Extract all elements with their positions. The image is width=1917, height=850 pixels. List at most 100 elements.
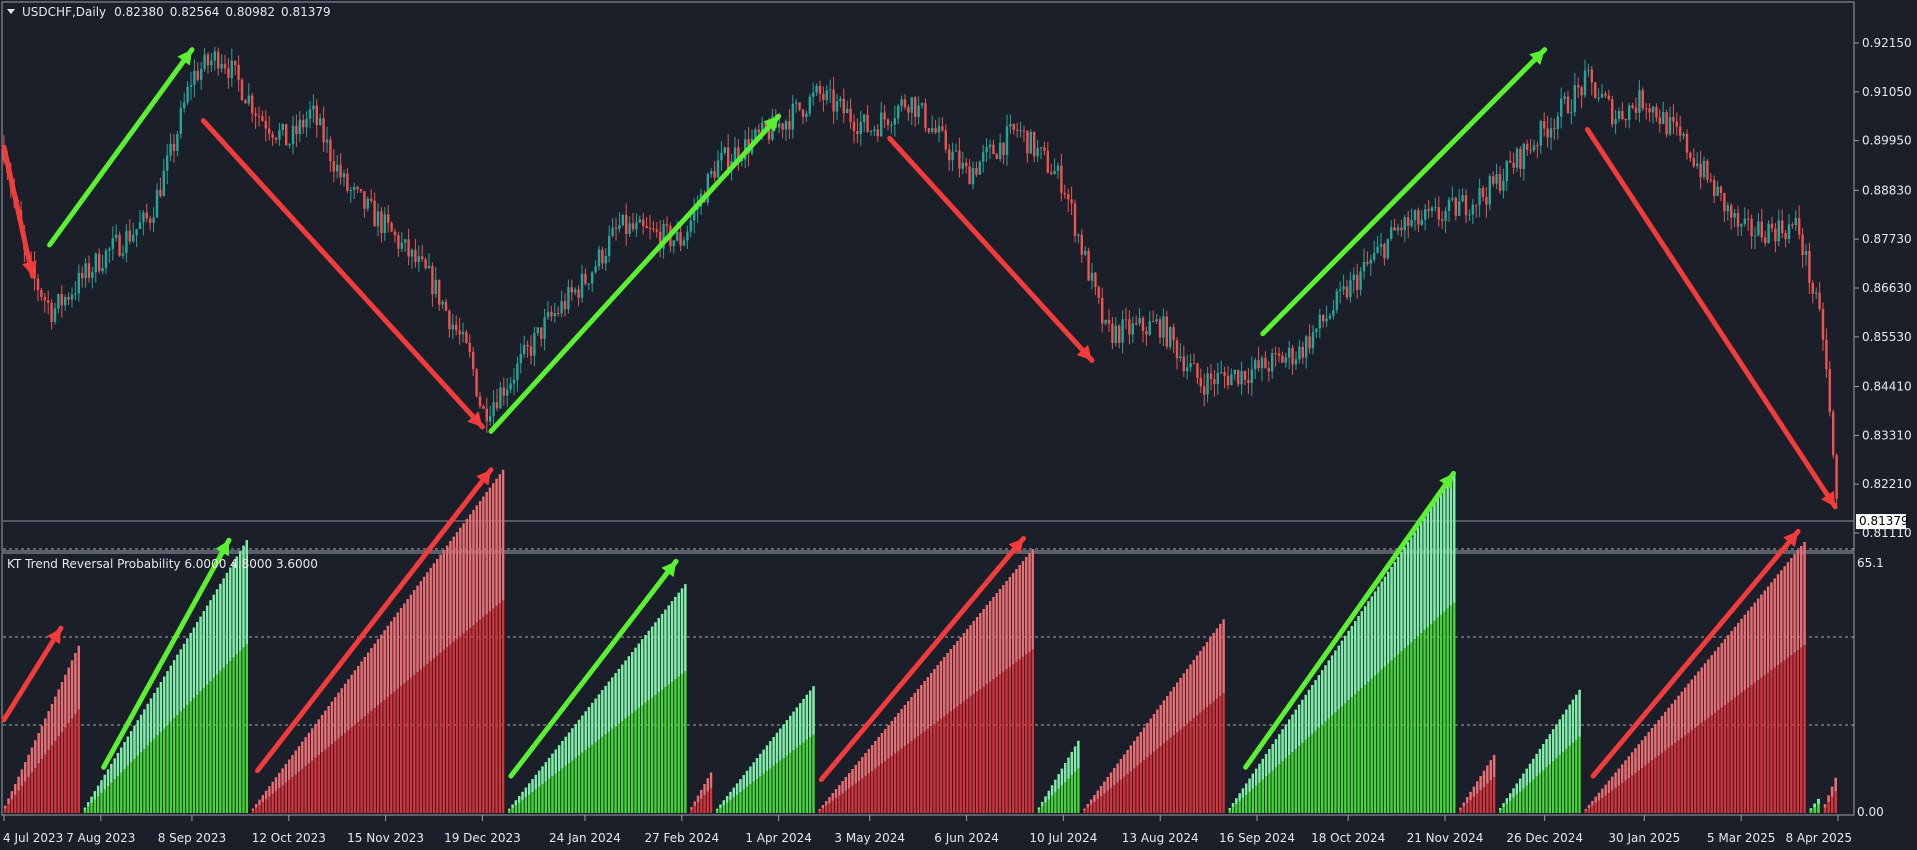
hist-bar-green	[812, 686, 815, 813]
candle-body	[1308, 336, 1311, 349]
candle-body	[1067, 194, 1070, 200]
hist-bar-green-top	[1077, 740, 1080, 769]
hist-bar-red-top	[966, 629, 969, 699]
candle-body	[995, 154, 998, 159]
hist-bar-red-top	[1776, 574, 1780, 666]
candle-body	[825, 90, 828, 100]
hist-bar-red	[1750, 606, 1753, 813]
candle-body	[1359, 271, 1362, 290]
candle-body	[914, 97, 917, 117]
candle-body	[213, 51, 216, 61]
indicator-panel[interactable]: KT Trend Reversal Probability 6.0000 4.8…	[1, 467, 1855, 816]
hist-bar-green-top	[729, 791, 732, 800]
candle-body	[108, 248, 111, 251]
hist-bar-green	[627, 656, 631, 813]
candle-body	[1060, 165, 1063, 193]
hist-bar-green	[621, 664, 624, 813]
candle-body	[1424, 209, 1427, 220]
hist-bar-red-top	[261, 795, 265, 802]
hist-bar-red	[1763, 590, 1766, 813]
hist-bar-green-top	[172, 660, 176, 719]
hist-bar-red	[825, 801, 828, 813]
hist-bar-red	[1215, 628, 1219, 813]
hist-bar-red-top	[399, 607, 403, 686]
hist-bar-green	[749, 766, 752, 813]
hist-bar-red-top	[1166, 695, 1169, 741]
hist-bar-red	[1627, 756, 1631, 813]
hist-bar-green	[1565, 709, 1568, 813]
hist-bar-red	[975, 617, 979, 813]
hist-bar-red-top	[1465, 797, 1469, 804]
hist-bar-green	[159, 682, 163, 813]
candle-body	[159, 189, 162, 197]
hist-bar-red	[1690, 679, 1694, 813]
candle-body	[849, 108, 852, 122]
hist-bar-red-top	[1028, 553, 1031, 652]
candle-body	[111, 238, 114, 249]
hist-bar-green-top	[749, 766, 752, 785]
hist-bar-green	[1367, 601, 1370, 813]
hist-bar-green	[1330, 655, 1334, 813]
candle-body	[631, 223, 635, 230]
indicator-arrow	[508, 558, 679, 779]
trend-arrow-down	[887, 135, 1095, 363]
hist-bar-red	[1106, 776, 1109, 813]
candle-body	[873, 129, 876, 131]
hist-bar-red	[1793, 554, 1796, 813]
candle-body	[971, 167, 975, 185]
hist-bar-green-top	[660, 613, 664, 690]
collapse-triangle-icon[interactable]	[7, 9, 15, 14]
hist-bar-red-top	[1459, 807, 1462, 810]
hist-bar-red-top	[314, 723, 317, 758]
candle-body	[1158, 319, 1162, 338]
candle-body	[1509, 160, 1512, 163]
price-tick-label: 0.86630	[1862, 281, 1912, 295]
hist-bar-green-top	[769, 741, 772, 769]
hist-bar-red-top	[478, 501, 482, 620]
hist-bar-red-top	[1584, 808, 1587, 811]
hist-bar-red-top	[700, 789, 703, 799]
hist-bar-green-top	[1413, 532, 1416, 640]
hist-bar-red-top	[1199, 650, 1202, 713]
hist-bar-green	[752, 762, 755, 813]
hist-bar-green-top	[146, 703, 149, 746]
hist-bar-red	[1740, 618, 1743, 813]
hist-bar-red	[949, 649, 953, 813]
candle-body	[890, 124, 893, 126]
candle-body	[992, 144, 995, 155]
hist-bar-green	[762, 749, 765, 813]
hist-bar-red	[1693, 675, 1697, 813]
hist-bar-red	[1159, 704, 1162, 813]
price-panel[interactable]: USDCHF,Daily 0.82380 0.82564 0.80982 0.81379	[1, 1, 1855, 552]
hist-bar-green	[1357, 616, 1360, 813]
hist-bar-red	[1737, 622, 1740, 813]
hist-bar-green	[534, 774, 538, 813]
hist-bar-green	[1304, 694, 1307, 813]
candle-body	[550, 311, 553, 317]
candle-body	[965, 162, 968, 167]
hist-bar-green-top	[1538, 748, 1542, 774]
price-tick-label: 0.83310	[1862, 428, 1912, 442]
hist-bar-red-top	[1018, 565, 1021, 660]
candle-body	[1628, 105, 1631, 121]
candle-body	[1182, 356, 1185, 372]
hist-bar-green-top	[808, 690, 812, 738]
candle-body	[846, 108, 849, 114]
hist-bar-red	[393, 616, 396, 813]
hist-bar-red	[301, 741, 304, 813]
hist-bar-green	[1054, 779, 1057, 813]
hist-bar-red	[1657, 719, 1660, 813]
hist-bar-green-top	[614, 673, 617, 727]
hist-bar-red-top	[1697, 671, 1700, 726]
price-tick-label: 0.89950	[1862, 134, 1912, 148]
candle-body	[1753, 235, 1757, 237]
candle-body	[145, 212, 148, 219]
candle-body	[1053, 170, 1056, 175]
hist-bar-red-top	[57, 689, 60, 737]
candle-body	[1764, 237, 1767, 244]
hist-bar-red	[1096, 790, 1099, 813]
candle-body	[1726, 205, 1729, 212]
candle-body	[1118, 325, 1121, 343]
candle-body	[842, 98, 845, 114]
hist-bar-red	[370, 648, 373, 813]
